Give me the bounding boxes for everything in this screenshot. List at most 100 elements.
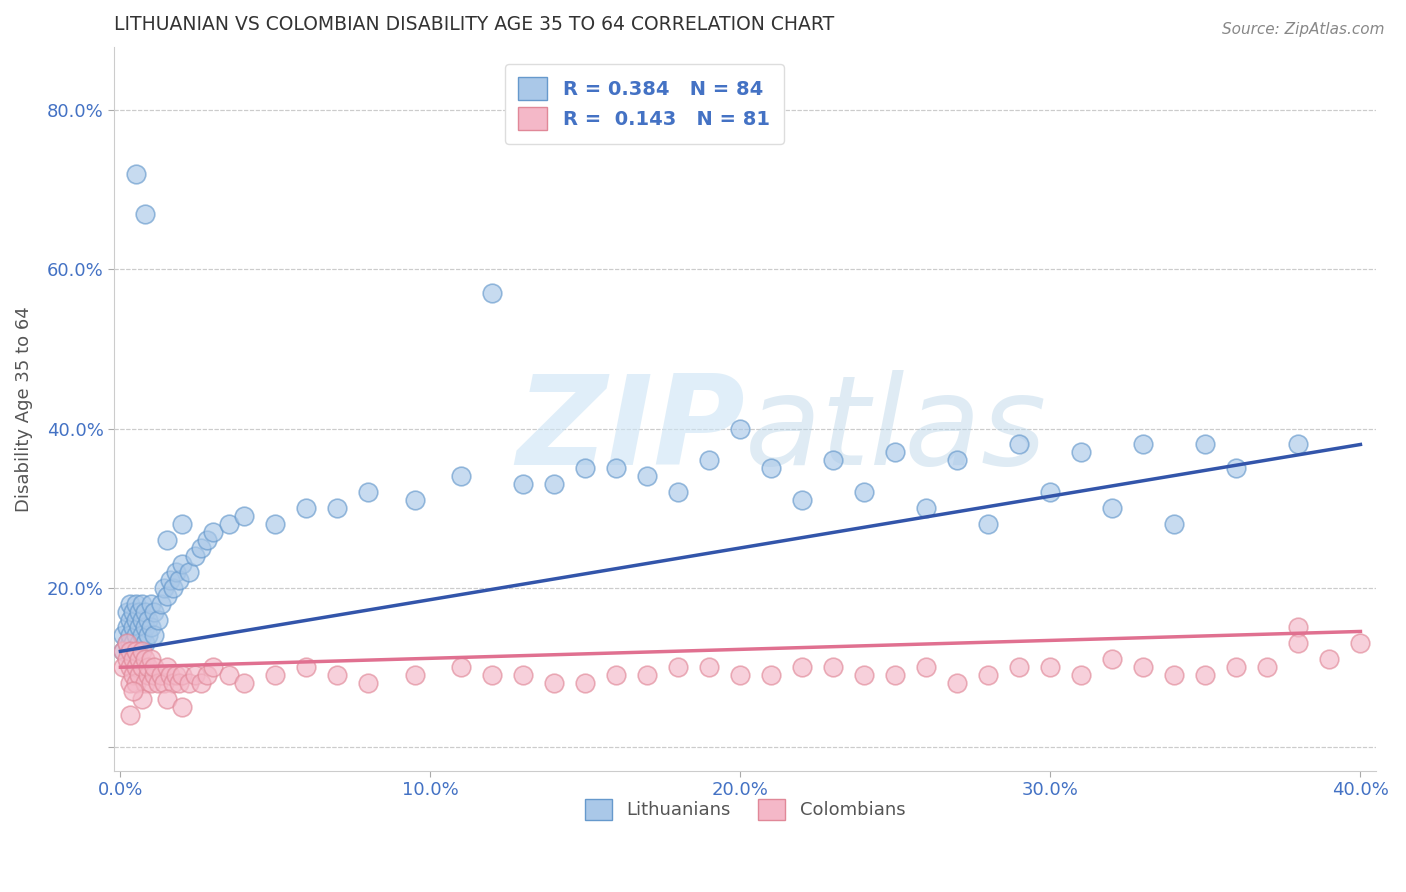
Point [112,660,135,674]
Point [1132,660,1154,674]
Point [131,628,153,642]
Point [1194,668,1216,682]
Point [1225,660,1247,674]
Point [115,605,138,619]
Point [195,668,218,682]
Text: atlas: atlas [745,370,1047,491]
Point [1288,636,1310,650]
Point [884,445,907,459]
Point [134,652,156,666]
Point [605,668,627,682]
Point [481,668,503,682]
Point [136,613,159,627]
Point [156,692,179,706]
Point [121,620,143,634]
Point [761,461,783,475]
Point [730,668,752,682]
Point [295,501,318,516]
Point [1070,445,1092,459]
Point [141,676,163,690]
Point [605,461,627,475]
Point [152,676,174,690]
Point [233,509,256,524]
Point [792,660,814,674]
Point [264,516,287,531]
Point [977,668,1000,682]
Point [184,549,207,563]
Point [177,565,200,579]
Point [152,581,174,595]
Point [121,668,143,682]
Point [202,660,225,674]
Point [128,652,150,666]
Point [125,644,148,658]
Point [115,620,138,634]
Point [141,652,163,666]
Point [121,652,143,666]
Point [169,573,191,587]
Point [574,676,596,690]
Y-axis label: Disability Age 35 to 64: Disability Age 35 to 64 [15,306,32,511]
Point [118,676,141,690]
Point [1288,620,1310,634]
Point [115,636,138,650]
Point [1256,660,1278,674]
Point [668,485,690,500]
Point [404,493,426,508]
Point [141,620,163,634]
Point [112,644,135,658]
Point [823,660,845,674]
Point [326,668,349,682]
Point [118,636,141,650]
Text: ZIP: ZIP [516,370,745,491]
Point [543,477,565,491]
Point [156,589,179,603]
Point [162,676,184,690]
Point [450,660,472,674]
Point [295,660,318,674]
Point [699,660,721,674]
Point [730,421,752,435]
Point [1008,660,1031,674]
Legend: Lithuanians, Colombians: Lithuanians, Colombians [578,791,912,827]
Point [128,605,150,619]
Point [574,461,596,475]
Point [118,613,141,627]
Point [668,660,690,674]
Point [884,668,907,682]
Point [121,684,143,698]
Point [1288,437,1310,451]
Point [115,636,138,650]
Point [156,660,179,674]
Point [131,597,153,611]
Point [125,613,148,627]
Point [143,668,166,682]
Point [143,660,166,674]
Point [915,660,938,674]
Point [128,620,150,634]
Point [134,676,156,690]
Point [131,692,153,706]
Point [1039,660,1062,674]
Point [946,453,969,467]
Point [156,533,179,547]
Point [125,660,148,674]
Point [1225,461,1247,475]
Point [1163,668,1185,682]
Point [134,636,156,650]
Point [915,501,938,516]
Point [543,676,565,690]
Point [131,660,153,674]
Point [512,477,534,491]
Point [450,469,472,483]
Point [636,469,658,483]
Point [165,565,187,579]
Point [326,501,349,516]
Point [946,676,969,690]
Point [134,620,156,634]
Point [125,628,148,642]
Point [1101,652,1123,666]
Point [172,668,194,682]
Point [172,516,194,531]
Point [636,668,658,682]
